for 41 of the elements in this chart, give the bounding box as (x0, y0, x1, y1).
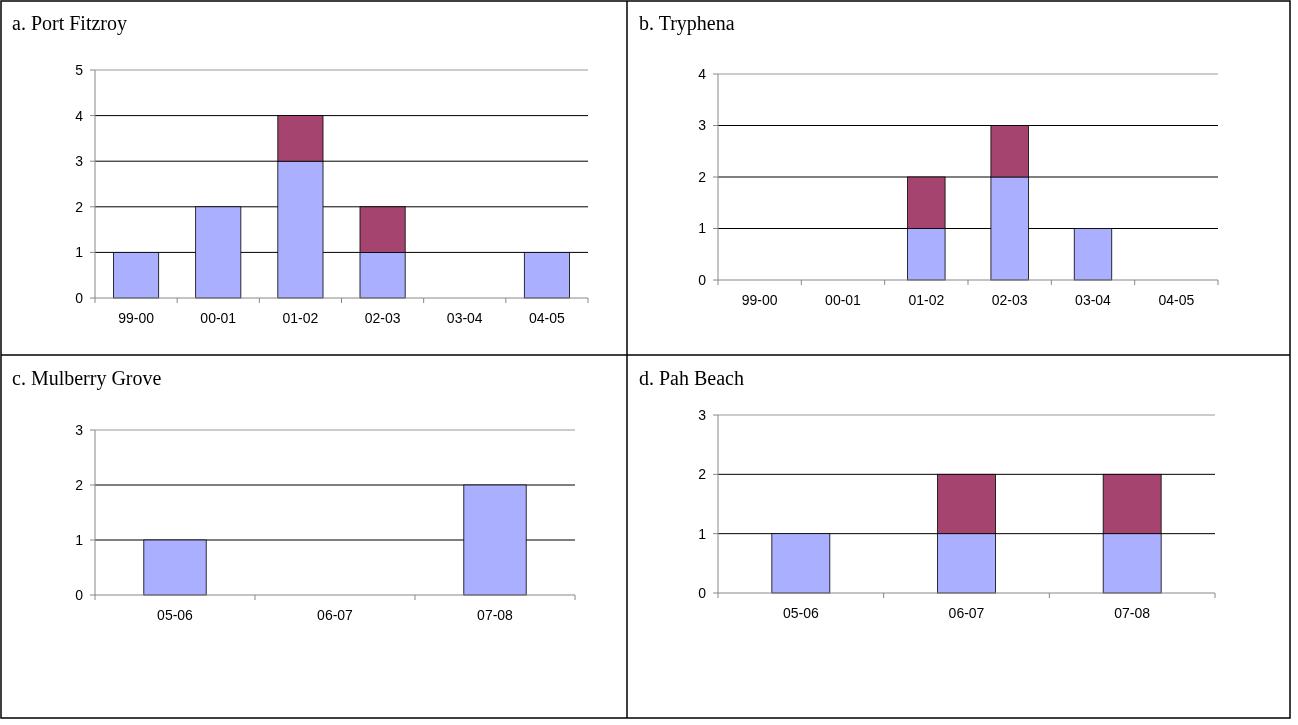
x-tick-label: 06-07 (948, 605, 985, 621)
x-tick-label: 05-06 (782, 605, 819, 621)
x-tick-label: 07-08 (1114, 605, 1151, 621)
y-tick-label: 3 (698, 117, 707, 134)
x-tick-label: 06-07 (317, 607, 354, 623)
x-tick-label: 00-01 (200, 310, 237, 326)
x-tick-label: 03-04 (446, 310, 483, 326)
x-tick-label: 01-02 (282, 310, 319, 326)
y-tick-label: 1 (698, 525, 707, 542)
x-tick-label: 00-01 (825, 292, 862, 308)
y-tick-label: 4 (698, 65, 707, 82)
x-tick-label: 03-04 (1075, 292, 1112, 308)
x-tick-label: 07-08 (477, 607, 514, 623)
y-tick-label: 2 (75, 198, 84, 215)
x-tick-label: 99-00 (741, 292, 778, 308)
y-tick-label: 2 (698, 168, 707, 185)
y-tick-label: 5 (75, 61, 84, 78)
chart-title: c. Mulberry Grove (12, 367, 162, 390)
chart-title: b. Tryphena (639, 12, 735, 35)
x-tick-label: 01-02 (908, 292, 945, 308)
y-tick-label: 4 (75, 107, 84, 124)
x-tick-label: 02-03 (991, 292, 1028, 308)
x-tick-label: 02-03 (364, 310, 401, 326)
y-tick-label: 1 (698, 220, 707, 237)
y-tick-label: 2 (698, 466, 707, 483)
y-tick-label: 0 (75, 586, 84, 603)
x-tick-label: 04-05 (529, 310, 566, 326)
y-tick-label: 0 (75, 289, 84, 306)
y-tick-label: 0 (698, 271, 707, 288)
chart-title: d. Pah Beach (639, 367, 744, 389)
x-tick-label: 05-06 (157, 607, 194, 623)
x-tick-label: 04-05 (1158, 292, 1195, 308)
y-tick-label: 1 (75, 244, 84, 261)
y-tick-label: 3 (75, 421, 84, 438)
x-tick-label: 99-00 (118, 310, 155, 326)
y-tick-label: 3 (698, 406, 707, 423)
y-tick-label: 0 (698, 584, 707, 601)
y-tick-label: 3 (75, 153, 84, 170)
y-tick-label: 2 (75, 476, 84, 493)
chart-title: a. Port Fitzroy (12, 12, 127, 35)
y-tick-label: 1 (75, 531, 84, 548)
